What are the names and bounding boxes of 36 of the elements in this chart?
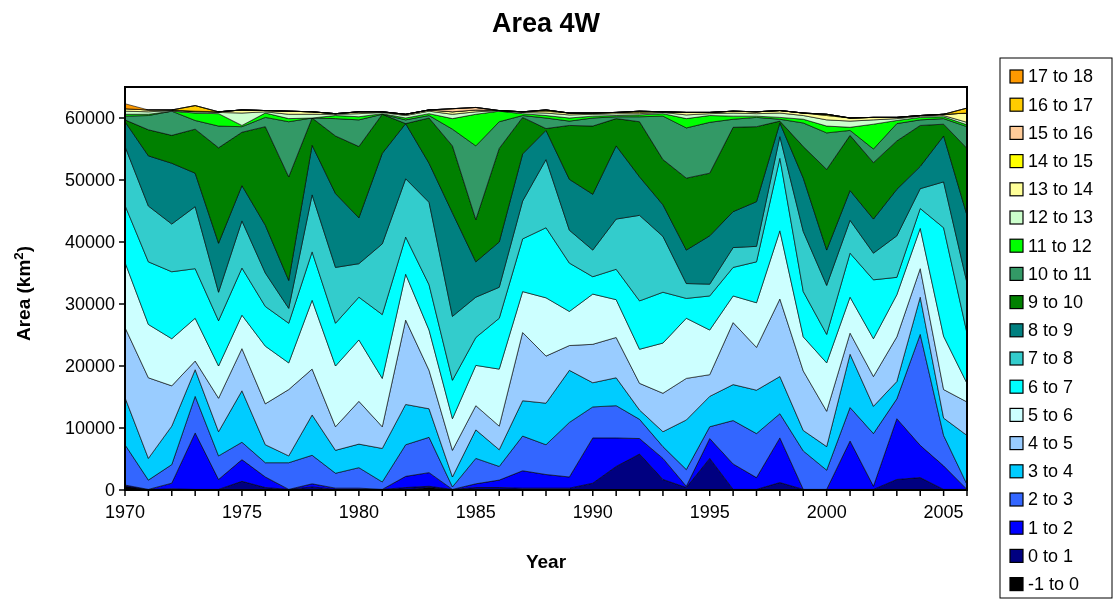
legend-label: 14 to 15: [1028, 150, 1094, 171]
legend-label: 13 to 14: [1028, 179, 1094, 200]
legend-label: 17 to 18: [1028, 66, 1094, 87]
legend-label: 10 to 11: [1028, 263, 1092, 284]
y-tick-label: 10000: [64, 418, 115, 439]
y-tick-label: 30000: [64, 294, 115, 315]
x-tick-label: 2005: [923, 502, 964, 522]
legend-label: -1 to 0: [1028, 573, 1080, 594]
legend-label: 15 to 16: [1028, 122, 1094, 143]
legend-label: 7 to 8: [1028, 348, 1074, 369]
legend-label: 5 to 6: [1028, 404, 1074, 425]
legend-label: 6 to 7: [1028, 376, 1074, 397]
y-tick-label: 0: [104, 480, 115, 501]
y-tick-label: 20000: [64, 356, 115, 377]
x-tick-label: 1990: [572, 502, 613, 522]
y-tick-label: 40000: [64, 232, 115, 253]
legend-label: 2 to 3: [1028, 489, 1074, 510]
x-tick-label: 1970: [104, 502, 146, 522]
x-tick-label: 2000: [806, 502, 847, 522]
legend-label: 4 to 5: [1028, 432, 1074, 453]
y-tick-label: 50000: [64, 170, 115, 191]
legend-label: 9 to 10: [1028, 291, 1084, 312]
legend-label: 1 to 2: [1028, 517, 1074, 538]
legend-label: 12 to 13: [1028, 207, 1094, 228]
x-tick-label: 1975: [221, 502, 262, 522]
legend-label: 8 to 9: [1028, 320, 1074, 341]
x-tick-label: 1985: [455, 502, 496, 522]
legend-label: 0 to 1: [1028, 545, 1074, 566]
y-tick-label: 60000: [64, 108, 115, 129]
legend-label: 3 to 4: [1028, 461, 1074, 482]
x-axis-title: Year: [525, 551, 567, 572]
legend-label: 11 to 12: [1028, 235, 1092, 256]
x-tick-label: 1980: [338, 502, 379, 522]
x-tick-label: 1995: [689, 502, 730, 522]
chart-title: Area 4W: [491, 8, 601, 38]
legend-label: 16 to 17: [1028, 94, 1094, 115]
